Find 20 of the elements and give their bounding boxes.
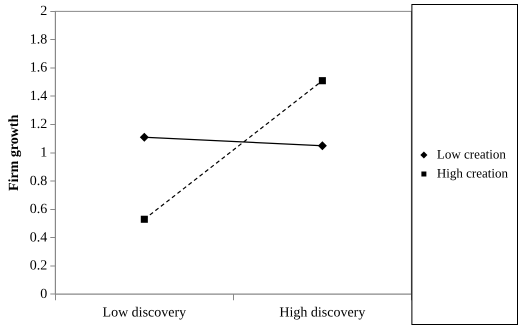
x-tick-label: High discovery	[279, 305, 366, 320]
y-tick-label: 0.4	[30, 230, 48, 246]
x-tick-label: Low discovery	[102, 305, 186, 320]
point	[318, 141, 327, 150]
point	[140, 216, 148, 223]
y-tick-label: 0.8	[30, 174, 48, 189]
y-tick-label: 1.4	[30, 88, 48, 104]
y-tick-label: 1.8	[30, 32, 48, 48]
y-tick-label: 0	[40, 286, 48, 302]
y-axis-title: Firm growth	[7, 114, 22, 191]
y-tick-label: 1.2	[30, 117, 48, 132]
y-tick-label: 0.6	[30, 202, 48, 218]
legend-label: High creation	[436, 165, 508, 180]
y-tick-label: 2	[40, 4, 48, 20]
y-tick-label: 0.2	[30, 258, 48, 274]
point	[318, 77, 326, 84]
y-tick-label: 1	[40, 145, 48, 160]
y-tick-label: 1.6	[30, 60, 48, 76]
point	[140, 132, 149, 142]
legend-label: Low creation	[436, 146, 506, 162]
